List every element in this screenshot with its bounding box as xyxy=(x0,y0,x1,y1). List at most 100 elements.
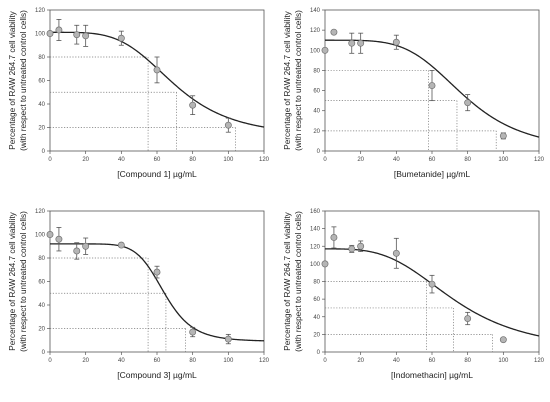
data-point xyxy=(46,30,54,37)
x-tick-label: 20 xyxy=(357,157,364,163)
data-point xyxy=(357,39,365,47)
y-tick-label: 20 xyxy=(38,126,45,132)
y-tick-label: 80 xyxy=(313,280,320,286)
data-point xyxy=(392,249,400,257)
y-axis-label-line2: (with respect to untreated control cells… xyxy=(19,211,28,352)
x-axis-label: [Indomethacin] µg/mL xyxy=(391,370,473,380)
data-point xyxy=(428,82,436,89)
x-tick-label: 120 xyxy=(259,157,270,163)
x-tick-label: 40 xyxy=(393,358,400,364)
y-tick-label: 40 xyxy=(38,303,45,309)
y-tick-label: 20 xyxy=(313,332,320,338)
y-tick-label: 80 xyxy=(313,68,320,74)
y-tick-label: 120 xyxy=(35,209,46,215)
y-tick-label: 140 xyxy=(310,8,321,14)
x-tick-label: 40 xyxy=(118,358,125,364)
y-tick-label: 0 xyxy=(42,350,46,356)
x-tick-label: 100 xyxy=(223,157,234,163)
fit-curve xyxy=(50,243,265,342)
x-tick-label: 0 xyxy=(48,358,52,364)
y-axis-label-line1: Percentage of RAW 264.7 cell viability xyxy=(8,211,17,350)
y-tick-label: 0 xyxy=(317,149,321,155)
x-tick-label: 40 xyxy=(118,157,125,163)
x-tick-label: 60 xyxy=(429,358,436,364)
data-point xyxy=(153,66,161,74)
data-point xyxy=(321,260,329,268)
y-tick-label: 20 xyxy=(38,327,45,333)
data-point xyxy=(224,121,232,129)
y-tick-label: 40 xyxy=(38,102,45,108)
y-tick-label: 60 xyxy=(313,89,320,95)
data-point xyxy=(55,235,63,243)
x-tick-label: 60 xyxy=(154,358,161,364)
y-tick-label: 60 xyxy=(38,280,45,286)
data-point xyxy=(224,335,232,343)
y-tick-label: 80 xyxy=(38,256,45,262)
x-tick-label: 100 xyxy=(223,358,234,364)
data-point xyxy=(189,328,197,336)
x-tick-label: 100 xyxy=(498,358,509,364)
data-point xyxy=(464,99,472,107)
y-tick-label: 100 xyxy=(35,32,46,38)
data-point xyxy=(117,241,125,249)
data-point xyxy=(499,132,507,140)
data-point xyxy=(464,315,472,322)
data-point xyxy=(153,268,161,276)
y-tick-label: 60 xyxy=(313,297,320,303)
x-tick-label: 120 xyxy=(534,358,545,364)
x-tick-label: 0 xyxy=(323,358,327,364)
x-tick-label: 60 xyxy=(429,157,436,163)
data-point xyxy=(82,242,90,250)
y-axis-label-line2: (with respect to untreated control cells… xyxy=(294,10,303,151)
x-tick-label: 20 xyxy=(82,358,89,364)
x-tick-label: 80 xyxy=(189,157,196,163)
y-tick-label: 120 xyxy=(310,28,321,34)
x-tick-label: 120 xyxy=(534,157,545,163)
y-axis-label-line1: Percentage of RAW 264.7 cell viability xyxy=(283,10,292,149)
y-tick-label: 120 xyxy=(310,244,321,250)
data-point xyxy=(348,39,356,47)
data-point xyxy=(82,32,90,40)
data-point xyxy=(73,31,81,39)
x-tick-label: 40 xyxy=(393,157,400,163)
chart-compound-3: 0 20 40 60 80 100 120 0 20 40 60 80 100 120 [Compound … xyxy=(8,209,270,380)
y-tick-label: 100 xyxy=(35,233,46,239)
data-point xyxy=(330,28,338,36)
x-tick-label: 0 xyxy=(323,157,327,163)
data-point xyxy=(357,242,365,250)
data-point xyxy=(117,34,125,42)
data-point xyxy=(392,38,400,46)
x-axis-label: [Compound 3] µg/mL xyxy=(117,370,197,380)
x-tick-label: 80 xyxy=(464,157,471,163)
x-tick-label: 80 xyxy=(464,358,471,364)
y-tick-label: 140 xyxy=(310,227,321,233)
y-axis-label-line1: Percentage of RAW 264.7 cell viability xyxy=(8,10,17,149)
y-tick-label: 0 xyxy=(42,149,46,155)
x-axis-label: [Bumetanide] µg/mL xyxy=(394,169,471,179)
data-point xyxy=(189,101,197,109)
y-axis-label-line2: (with respect to untreated control cells… xyxy=(19,10,28,151)
x-axis-label: [Compound 1] µg/mL xyxy=(117,169,197,179)
y-tick-label: 100 xyxy=(310,48,321,54)
x-tick-label: 120 xyxy=(259,358,270,364)
data-point xyxy=(330,233,338,241)
chart-bumetanide: 0 20 40 60 80 100 120 0 20 40 60 80 100 120 140 [Bumeta… xyxy=(283,8,545,179)
y-tick-label: 40 xyxy=(313,109,320,115)
y-axis-label-line2: (with respect to untreated control cells… xyxy=(294,211,303,352)
x-tick-label: 100 xyxy=(498,157,509,163)
x-tick-label: 20 xyxy=(82,157,89,163)
y-tick-label: 100 xyxy=(310,262,321,268)
data-point xyxy=(55,26,63,34)
data-point xyxy=(499,336,507,344)
data-point xyxy=(73,247,81,255)
x-tick-label: 60 xyxy=(154,157,161,163)
y-tick-label: 160 xyxy=(310,209,321,215)
y-tick-label: 20 xyxy=(313,129,320,135)
y-tick-label: 120 xyxy=(35,8,46,14)
data-point xyxy=(428,280,436,288)
chart-indomethacin: 0 20 40 60 80 100 120 0 20 40 60 80 100 120 140 160 [Ind… xyxy=(283,209,545,380)
data-point xyxy=(321,46,329,54)
y-tick-label: 40 xyxy=(313,315,320,321)
y-axis-label-line1: Percentage of RAW 264.7 cell viability xyxy=(283,211,292,350)
chart-compound-1: 0 20 40 60 80 100 120 0 20 40 60 80 100 120 [Compound … xyxy=(8,8,270,179)
